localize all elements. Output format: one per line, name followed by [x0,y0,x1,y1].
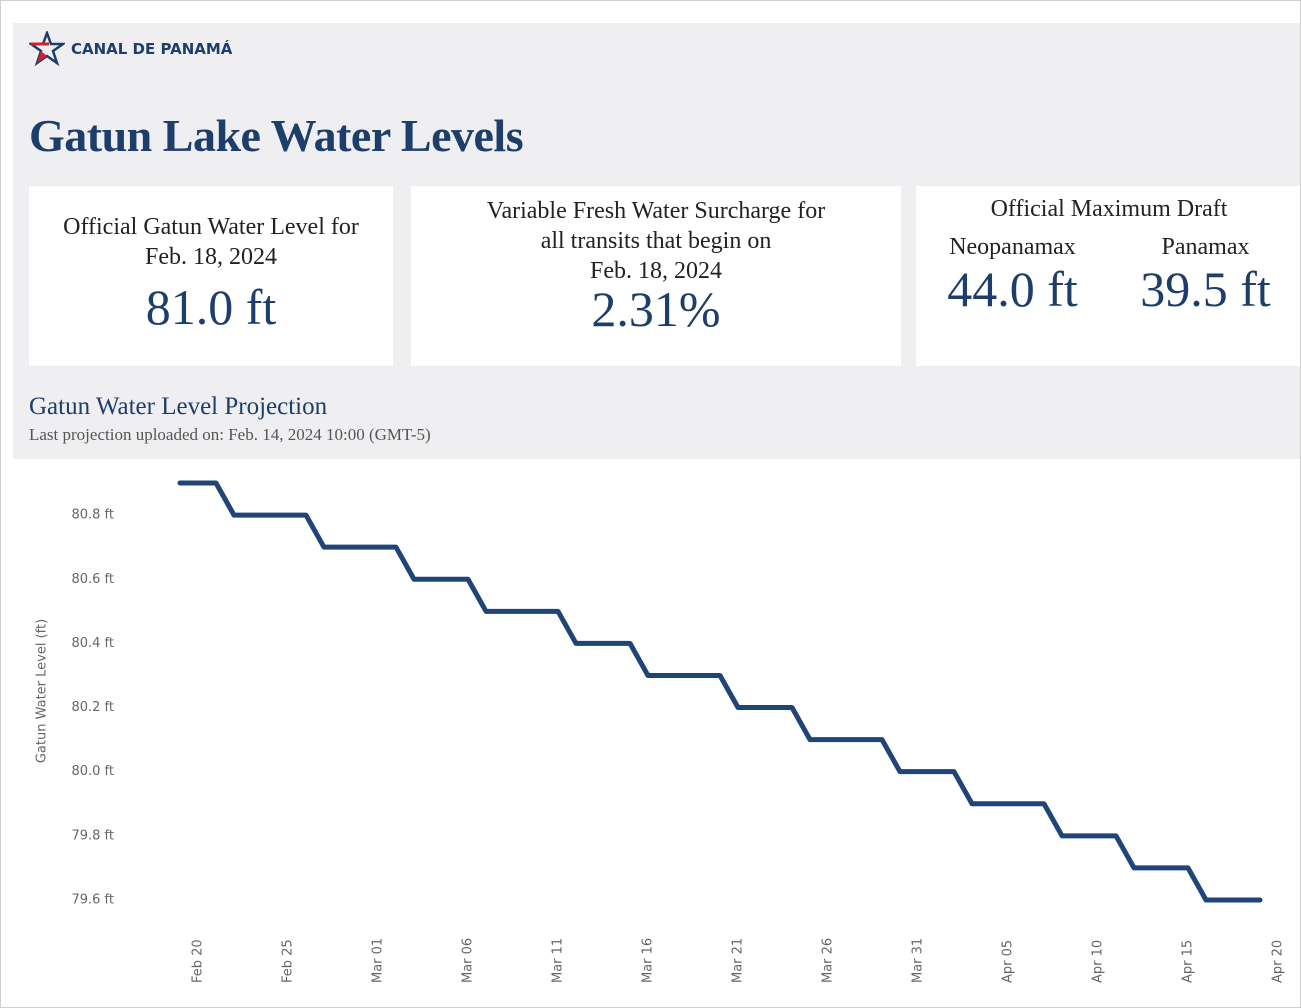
x-tick-label: Mar 06 [461,938,476,983]
draft-name: Panamax [1161,234,1250,260]
x-tick-label: Apr 20 [1271,940,1286,983]
y-axis-label: Gatun Water Level (ft) [35,619,50,763]
chart-title: Gatun Water Level Projection [29,393,328,420]
y-tick-label: 79.8 ft [71,828,114,843]
y-tick-label: 80.0 ft [71,764,114,779]
x-tick-label: Feb 20 [191,939,206,983]
card-label: Feb. 18, 2024 [145,244,277,270]
y-tick-label: 80.2 ft [71,700,114,715]
x-tick-label: Apr 05 [1001,940,1016,983]
card-label: all transits that begin on [540,228,772,254]
y-tick-label: 80.8 ft [71,508,114,523]
page-title: Gatun Lake Water Levels [29,110,524,161]
draft-name: Neopanamax [949,234,1076,260]
card: Variable Fresh Water Surcharge for all t… [411,186,901,366]
line [177,480,1263,903]
x-tick-label: Mar 01 [371,938,386,983]
y-tick-label: 80.6 ft [71,572,114,587]
y-tick-label: 79.6 ft [71,892,114,907]
card: Official Gatun Water Level for Feb. 18, … [29,186,393,366]
card: Official Maximum Draft Neopanamax 44.0 ft… [916,186,1300,366]
logo: CANAL DE PANAMÁ [29,31,232,67]
x-tick-label: Feb 25 [281,939,296,983]
logo-text: CANAL DE PANAMÁ [71,40,233,58]
x-tick-label: Mar 26 [821,938,836,983]
x-tick-label: Mar 31 [911,938,926,983]
chart-subtitle: Last projection uploaded on: Feb. 14, 20… [29,425,431,444]
x-tick-label: Apr 15 [1181,940,1196,983]
logo-star [29,31,65,67]
x-tick-label: Mar 21 [731,938,746,983]
x-tick-label: Mar 16 [641,938,656,983]
y-tick-label: 80.4 ft [71,636,114,651]
x-tick-label: Mar 11 [551,938,566,983]
card-label: Variable Fresh Water Surcharge for [486,198,826,224]
card-label: Official Gatun Water Level for [63,214,359,240]
card-label: Official Maximum Draft [990,196,1228,222]
x-tick-label: Apr 10 [1091,940,1106,983]
card-label: Feb. 18, 2024 [590,258,722,284]
